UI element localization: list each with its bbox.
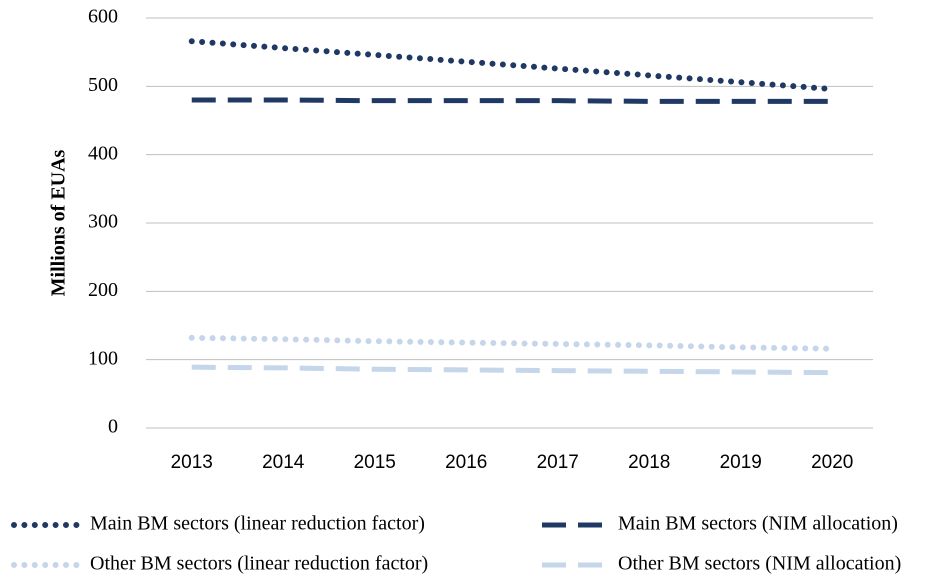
x-tick-label: 2016	[445, 452, 487, 473]
legend-label: Other BM sectors (linear reduction facto…	[90, 553, 428, 575]
y-tick-label: 600	[88, 6, 118, 28]
x-tick-label: 2015	[354, 452, 396, 473]
x-tick-label: 2019	[720, 452, 762, 473]
x-tick-label: 2013	[171, 452, 213, 473]
y-tick-label: 400	[88, 142, 118, 164]
legend-label: Other BM sectors (NIM allocation)	[618, 553, 901, 575]
y-tick-label: 200	[88, 279, 118, 301]
x-tick-label: 2017	[537, 452, 579, 473]
series-line	[191, 97, 833, 104]
legend-label: Main BM sectors (linear reduction factor…	[90, 513, 425, 535]
y-tick-label: 100	[88, 347, 118, 369]
y-axis-label: Millions of EUAs	[48, 149, 70, 296]
series-line	[188, 334, 836, 352]
y-tick-label: 500	[88, 74, 118, 96]
y-tick-label: 300	[88, 211, 118, 233]
legend-label: Main BM sectors (NIM allocation)	[618, 513, 898, 535]
x-tick-label: 2018	[628, 452, 670, 473]
series-line	[191, 364, 833, 376]
x-tick-label: 2014	[262, 452, 305, 473]
series-line	[188, 38, 836, 93]
y-tick-label: 0	[108, 416, 118, 438]
x-tick-label: 2020	[811, 452, 853, 473]
